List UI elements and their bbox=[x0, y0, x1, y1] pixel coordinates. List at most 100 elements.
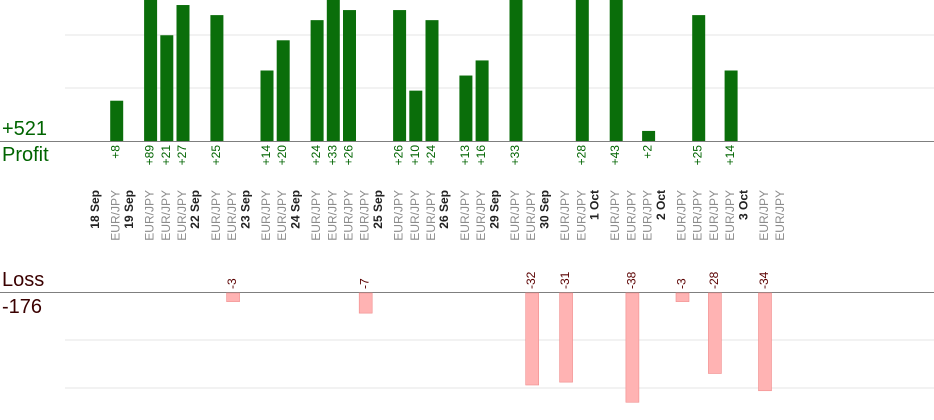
pair-label: EUR/JPY bbox=[309, 190, 323, 241]
loss-bar bbox=[625, 292, 640, 403]
profit-value-label: +10 bbox=[408, 145, 422, 166]
profit-bar bbox=[609, 0, 623, 141]
date-label: 18 Sep bbox=[88, 190, 102, 229]
date-label: 22 Sep bbox=[188, 190, 202, 229]
pair-label: EUR/JPY bbox=[325, 190, 339, 241]
profit-bar bbox=[310, 20, 324, 142]
date-label: 1 Oct bbox=[588, 190, 602, 220]
profit-value-label: +24 bbox=[424, 145, 438, 166]
pair-label: EUR/JPY bbox=[691, 190, 705, 241]
pair-label: EUR/JPY bbox=[392, 190, 406, 241]
profit-bar bbox=[176, 5, 190, 141]
profit-bar bbox=[724, 70, 738, 141]
date-label: 30 Sep bbox=[537, 190, 551, 229]
profit-value-label: +89 bbox=[143, 145, 157, 166]
pair-label: EUR/JPY bbox=[408, 190, 422, 241]
profit-bar bbox=[393, 10, 407, 142]
date-label: 25 Sep bbox=[371, 190, 385, 229]
profit-value-label: +13 bbox=[458, 145, 472, 166]
profit-bar bbox=[160, 35, 174, 141]
profit-bar bbox=[575, 0, 589, 141]
loss-bar bbox=[525, 292, 540, 386]
loss-value-label: -28 bbox=[707, 271, 721, 289]
profit-value-label: +33 bbox=[508, 145, 522, 166]
profit-label: Profit bbox=[2, 144, 49, 166]
pair-label: EUR/JPY bbox=[773, 190, 787, 241]
date-label: 19 Sep bbox=[122, 190, 136, 229]
loss-value-label: -38 bbox=[624, 271, 638, 289]
profit-value-label: +2 bbox=[641, 145, 655, 159]
profit-bar bbox=[343, 10, 356, 142]
profit-bar bbox=[144, 0, 158, 141]
loss-label: Loss bbox=[2, 269, 45, 291]
pair-label: EUR/JPY bbox=[524, 190, 538, 241]
profit-bar bbox=[210, 15, 224, 142]
profit-value-label: +24 bbox=[309, 145, 323, 166]
pair-label: EUR/JPY bbox=[275, 190, 289, 241]
loss-bar bbox=[675, 292, 690, 302]
profit-bar bbox=[409, 90, 423, 141]
profit-bar bbox=[459, 75, 473, 141]
pair-label: EUR/JPY bbox=[109, 190, 123, 241]
pair-label: EUR/JPY bbox=[675, 190, 689, 241]
profit-bar bbox=[276, 40, 290, 141]
profit-value-label: +27 bbox=[175, 145, 189, 166]
pair-label: EUR/JPY bbox=[358, 190, 372, 241]
date-label: 3 Oct bbox=[736, 190, 750, 220]
profit-value-label: +20 bbox=[275, 145, 289, 166]
profit-bar bbox=[509, 0, 523, 141]
pair-label: EUR/JPY bbox=[209, 190, 223, 241]
loss-value-label: -32 bbox=[524, 271, 538, 289]
loss-bar bbox=[559, 292, 573, 383]
loss-bar bbox=[226, 292, 240, 302]
profit-value-label: +14 bbox=[259, 145, 273, 166]
date-label: 2 Oct bbox=[654, 190, 668, 220]
profit-bar bbox=[692, 15, 706, 142]
profit-value-label: +21 bbox=[159, 145, 173, 166]
profit-value-label: +33 bbox=[325, 145, 339, 166]
profit-value-label: +43 bbox=[608, 145, 622, 166]
loss-value-label: -7 bbox=[358, 278, 372, 289]
profit-value-label: +16 bbox=[474, 145, 488, 166]
loss-bar bbox=[758, 292, 772, 392]
pair-label: EUR/JPY bbox=[608, 190, 622, 241]
profit-bar bbox=[110, 100, 124, 141]
profit-value-label: +25 bbox=[691, 145, 705, 166]
pair-label: EUR/JPY bbox=[424, 190, 438, 241]
pair-label: EUR/JPY bbox=[342, 190, 356, 241]
pair-label: EUR/JPY bbox=[225, 190, 239, 241]
pair-label: EUR/JPY bbox=[159, 190, 173, 241]
pair-label: EUR/JPY bbox=[508, 190, 522, 241]
pair-label: EUR/JPY bbox=[143, 190, 157, 241]
date-label: 29 Sep bbox=[487, 190, 501, 229]
profit-bar bbox=[425, 20, 439, 142]
pair-label: EUR/JPY bbox=[175, 190, 189, 241]
profit-total: +521 bbox=[2, 118, 48, 140]
pair-label: EUR/JPY bbox=[641, 190, 655, 241]
loss-value-label: -34 bbox=[757, 271, 771, 289]
pair-label: EUR/JPY bbox=[723, 190, 737, 241]
profit-bar bbox=[642, 130, 656, 141]
pair-label: EUR/JPY bbox=[259, 190, 273, 241]
loss-value-label: -3 bbox=[225, 278, 239, 289]
profit-value-label: +26 bbox=[342, 145, 356, 166]
loss-total: -176 bbox=[2, 296, 43, 318]
date-label: 23 Sep bbox=[238, 190, 252, 229]
pair-label: EUR/JPY bbox=[474, 190, 488, 241]
profit-value-label: +8 bbox=[109, 145, 123, 159]
profit-bar bbox=[326, 0, 340, 141]
profit-value-label: +25 bbox=[209, 145, 223, 166]
profit-value-label: +28 bbox=[574, 145, 588, 166]
pair-label: EUR/JPY bbox=[624, 190, 638, 241]
pair-label: EUR/JPY bbox=[558, 190, 572, 241]
loss-bar bbox=[358, 292, 373, 314]
profit-value-label: +26 bbox=[392, 145, 406, 166]
date-label: 24 Sep bbox=[288, 190, 302, 229]
profit-value-label: +14 bbox=[723, 145, 737, 166]
pair-label: EUR/JPY bbox=[458, 190, 472, 241]
pair-label: EUR/JPY bbox=[707, 190, 721, 241]
date-label: 26 Sep bbox=[437, 190, 451, 229]
profit-bar bbox=[260, 70, 274, 141]
pair-label: EUR/JPY bbox=[757, 190, 771, 241]
